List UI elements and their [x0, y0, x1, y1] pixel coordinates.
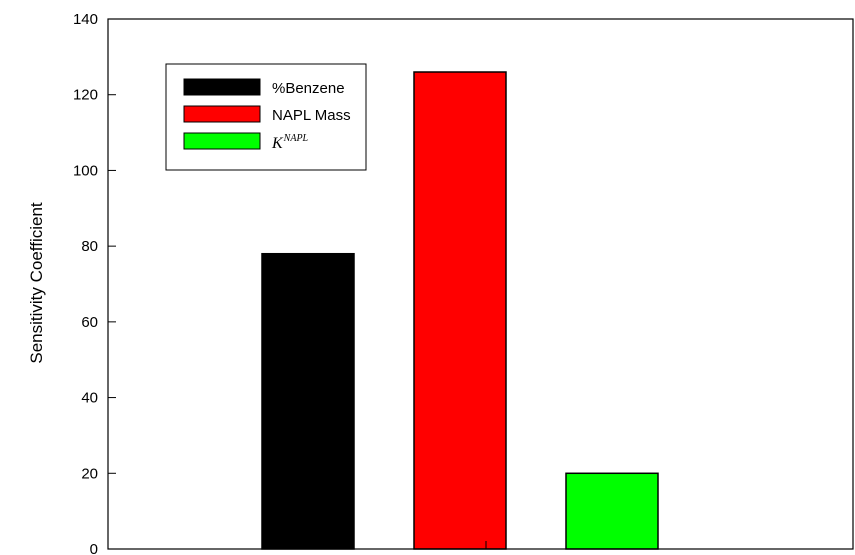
y-axis-ticks: 0 20 40 60 80 100 120 140 — [73, 11, 116, 555]
legend-swatch-2 — [183, 105, 261, 123]
y-tick-label: 100 — [73, 162, 98, 179]
y-tick-label: 140 — [73, 11, 98, 28]
plot-border — [107, 18, 854, 550]
legend-swatch-1 — [183, 78, 261, 96]
y-axis-title-group: Sensitivity Coefficient — [27, 202, 46, 364]
y-tick-label: 120 — [73, 87, 98, 104]
legend-swatch-3 — [183, 132, 261, 150]
legend-label-1: %Benzene — [272, 80, 345, 97]
legend-label-3: KNAPL — [271, 133, 309, 152]
legend: %Benzene NAPL Mass KNAPL — [165, 63, 367, 171]
y-tick-label: 0 — [90, 541, 98, 555]
bar-3 — [565, 472, 659, 550]
bar-1 — [261, 252, 355, 550]
bar-2 — [413, 71, 507, 550]
y-tick-label: 40 — [81, 390, 98, 407]
y-tick-label: 60 — [81, 314, 98, 331]
legend-label-2: NAPL Mass — [272, 107, 351, 124]
bars — [261, 71, 659, 550]
plot-frame — [107, 18, 854, 550]
y-axis-title: Sensitivity Coefficient — [27, 202, 46, 364]
y-tick-label: 80 — [81, 238, 98, 255]
y-tick-label: 20 — [81, 465, 98, 482]
